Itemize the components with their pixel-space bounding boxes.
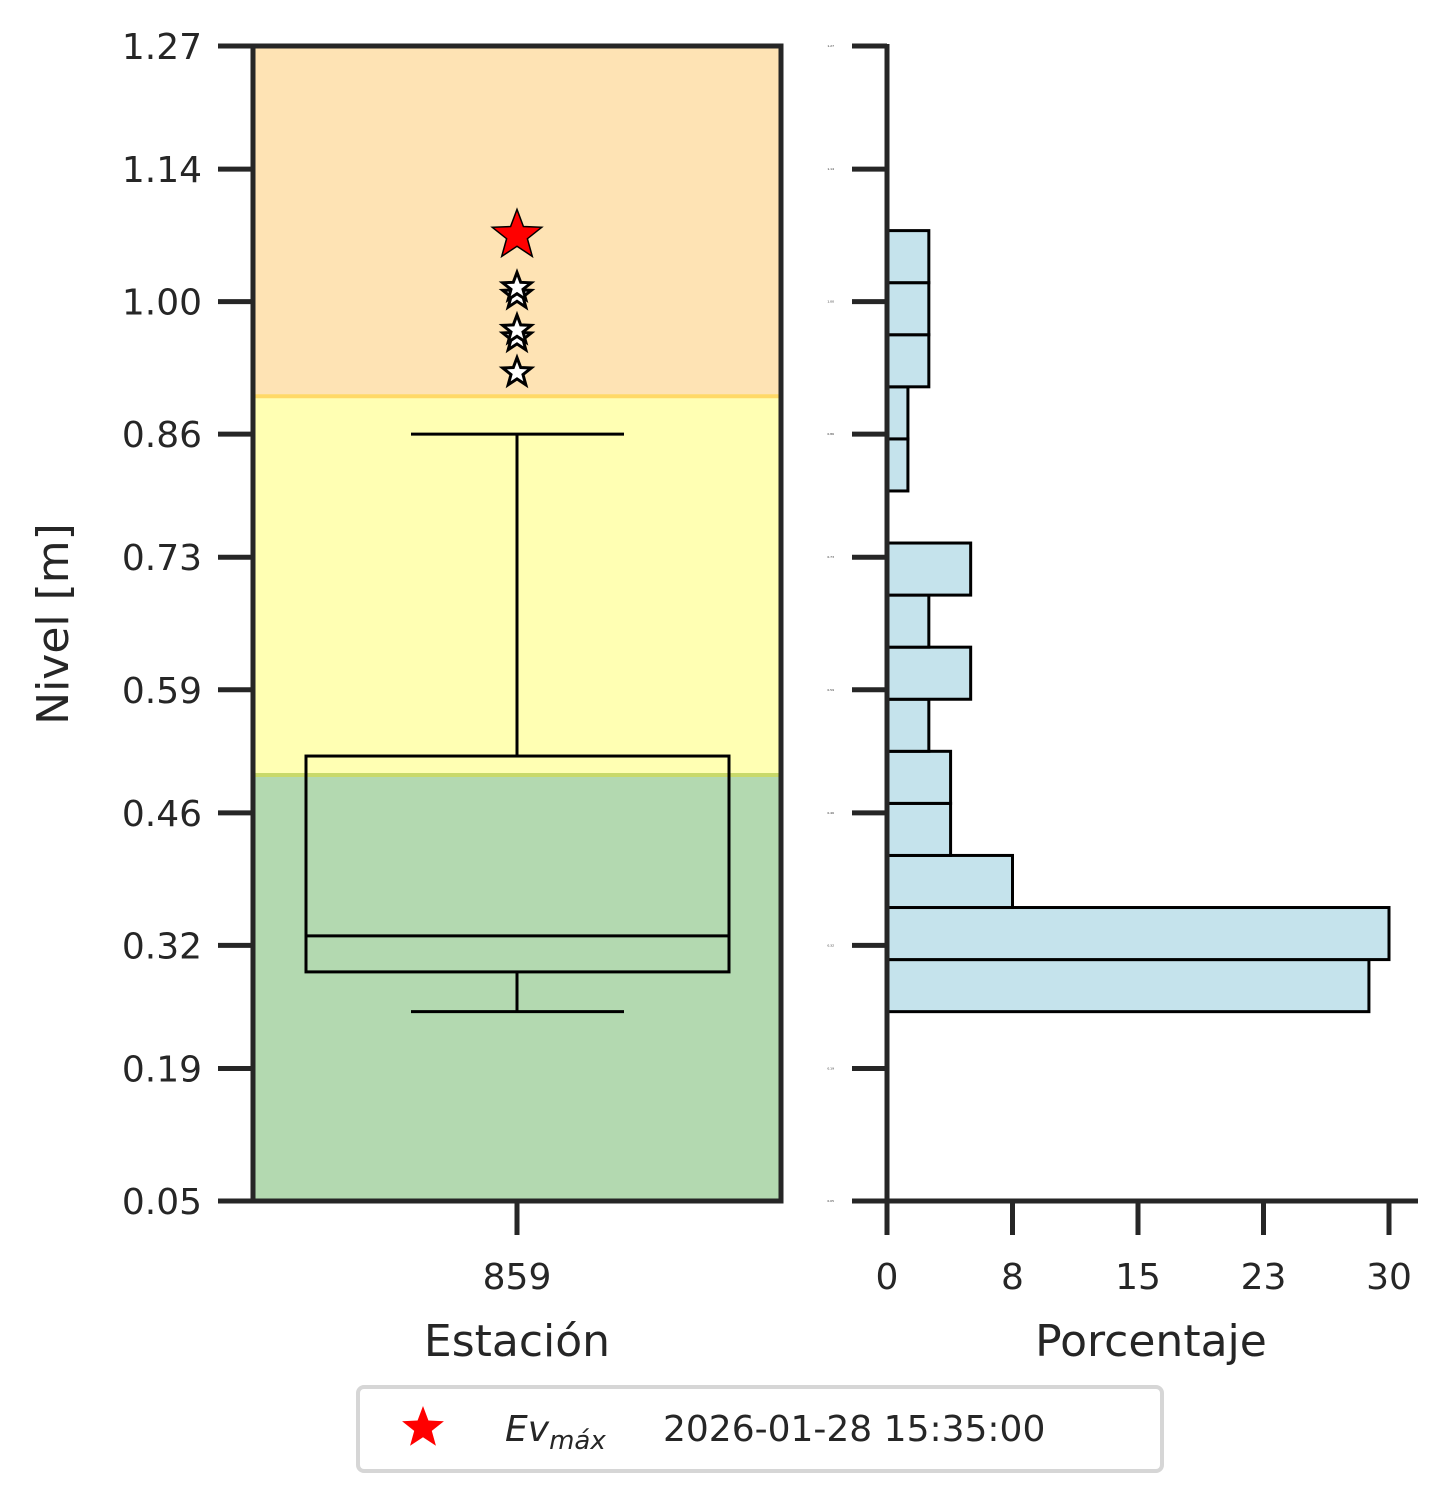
y-tick-label-6: 0.86: [122, 415, 202, 456]
hist-x-tick-label-0: 0: [876, 1257, 899, 1298]
legend-date: 2026-01-28 15:35:00: [663, 1409, 1045, 1450]
outlier-point-0: [498, 353, 536, 389]
iqr-box: [304, 754, 731, 974]
histogram-x-axis-label: Porcentaje: [1035, 1316, 1267, 1367]
histogram-panel: 0.05 0.19 0.32 0.46 0.59 0.73 0.86 1.00 1.14 1.27…: [827, 43, 1418, 1367]
hist-x-tick-label-4: 30: [1366, 1257, 1412, 1298]
histogram-bars: [885, 229, 1391, 1014]
hist-y-tick-label-5: 0.73: [827, 555, 834, 559]
y-tick-label-1: 0.19: [122, 1049, 202, 1090]
hist-y-tick-label-7: 1.00: [827, 300, 834, 304]
hist-y-tick-label-3: 0.46: [827, 811, 834, 815]
hist-x-tick-label-2: 15: [1115, 1257, 1161, 1298]
hist-y-tick-label-2: 0.32: [827, 943, 834, 947]
y-tick-label-0: 0.05: [122, 1182, 202, 1223]
histogram-bar-5: [885, 697, 931, 753]
legend: Evmáx 2026-01-28 15:35:00: [356, 1385, 1164, 1473]
max-event-star-icon: [402, 1406, 444, 1446]
hist-y-tick-label-8: 1.14: [827, 167, 834, 171]
y-tick-label-4: 0.59: [122, 671, 202, 712]
histogram-bar-11: [885, 385, 910, 441]
hist-y-tick-label-6: 0.86: [827, 432, 834, 436]
hist-y-tick-label-1: 0.19: [827, 1066, 834, 1070]
hist-y-tick-label-4: 0.59: [827, 688, 834, 692]
outlier-point-4: [498, 268, 536, 304]
hist-y-tick-label-9: 1.27: [827, 44, 834, 48]
legend-label-sub: máx: [549, 1426, 606, 1456]
histogram-bar-3: [885, 801, 953, 857]
histogram-bar-7: [885, 593, 931, 649]
x-tick-label-0: 859: [483, 1257, 552, 1298]
histogram-bar-12: [885, 333, 931, 389]
hist-y-tick-label-0: 0.05: [827, 1199, 834, 1203]
y-tick-label-3: 0.46: [122, 794, 202, 835]
histogram-bar-4: [885, 749, 953, 805]
legend-label: Evmáx: [505, 1409, 606, 1456]
max-event-point: [490, 207, 544, 259]
histogram-bar-8: [885, 541, 973, 597]
y-tick-label-2: 0.32: [122, 926, 202, 967]
box-plot: [304, 432, 731, 1014]
outlier-point-2: [498, 310, 536, 346]
outlier-markers: [490, 207, 544, 389]
boxplot-x-ticks: 859: [483, 1201, 552, 1298]
histogram-x-ticks: 0 8 15 23 30: [876, 1201, 1412, 1298]
legend-label-main: Ev: [505, 1409, 550, 1450]
hist-x-tick-label-1: 8: [1001, 1257, 1024, 1298]
histogram-bar-2: [885, 853, 1014, 910]
histogram-bar-13: [885, 281, 931, 337]
y-tick-label-5: 0.73: [122, 538, 202, 579]
y-tick-label-7: 1.00: [122, 283, 202, 324]
boxplot-y-ticks: 0.05 0.19 0.32 0.46 0.59 0.73 0.86 1.00 1.14 1.27: [122, 27, 253, 1223]
histogram-bar-0: [885, 958, 1371, 1014]
histogram-bar-6: [885, 645, 973, 701]
hist-x-tick-label-3: 23: [1241, 1257, 1287, 1298]
y-tick-label-9: 1.27: [122, 27, 202, 68]
histogram-bar-14: [885, 229, 931, 285]
boxplot-y-axis-label: Nivel [m]: [28, 523, 79, 725]
boxplot-panel: 0.05 0.19 0.32 0.46 0.59 0.73 0.86 1.00 1.14 1.27…: [28, 27, 784, 1367]
legend-box: [356, 1385, 1164, 1473]
histogram-bar-10: [885, 437, 910, 493]
histogram-y-ticks: 0.05 0.19 0.32 0.46 0.59 0.73 0.86 1.00 1.14 1.27: [827, 43, 887, 1204]
y-tick-label-8: 1.14: [122, 150, 202, 191]
boxplot-x-axis-label: Estación: [424, 1316, 610, 1367]
histogram-axes: [884, 44, 1418, 1204]
histogram-bar-1: [885, 906, 1391, 962]
